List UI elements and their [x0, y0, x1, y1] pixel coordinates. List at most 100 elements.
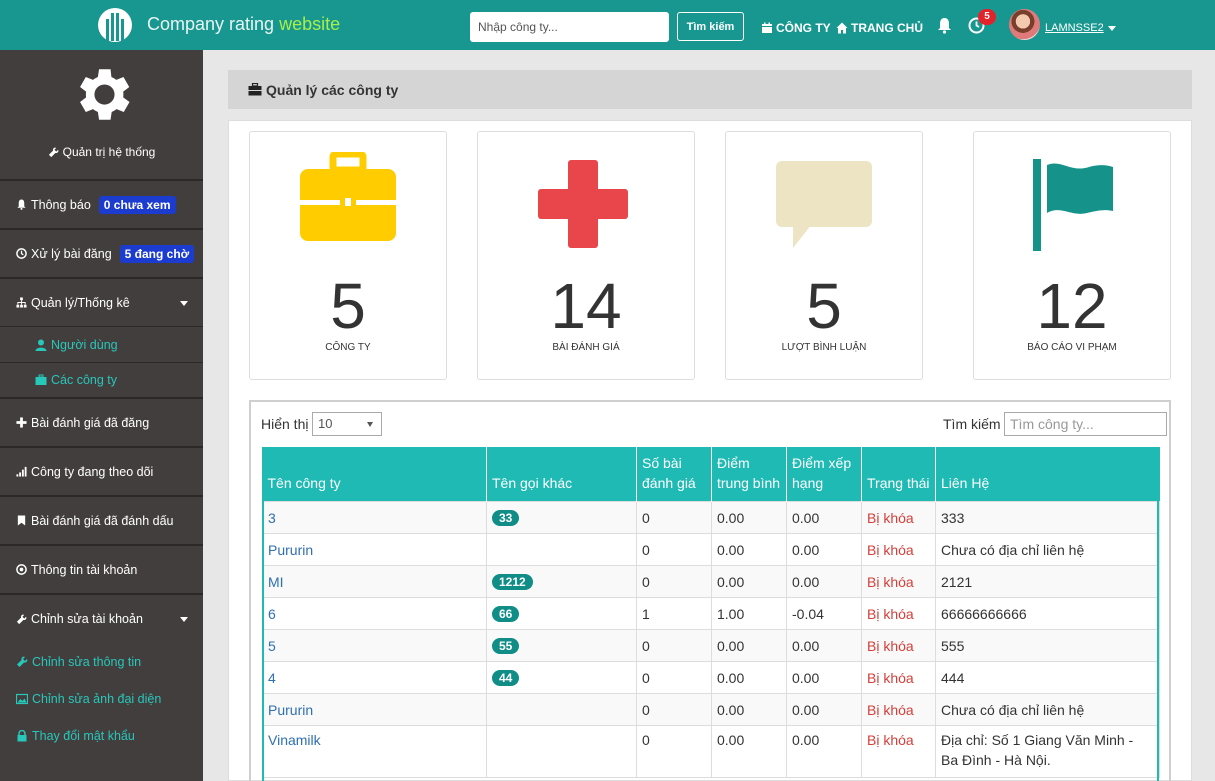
contact-cell: 555: [935, 629, 1160, 662]
brand-title-accent: website: [279, 14, 341, 34]
contact-cell: 444: [935, 661, 1160, 694]
company-name-link[interactable]: Vinamilk: [268, 732, 321, 748]
nav-home-link[interactable]: TRANG CHỦ: [836, 21, 923, 35]
company-name-link[interactable]: Pururin: [268, 541, 314, 558]
column-header-rank[interactable]: Điểm xếp hạng: [786, 447, 862, 502]
admin-label: Quản trị hệ thống: [62, 145, 156, 159]
company-name-link[interactable]: 5: [268, 637, 276, 654]
alias-badge: 55: [492, 638, 520, 654]
review-count: 0: [636, 725, 712, 778]
sidebar-item-posts[interactable]: Xử lý bài đăng 5 đang chờ: [0, 230, 203, 279]
bell-icon[interactable]: [936, 17, 953, 34]
sidebar-item-account-info[interactable]: Thông tin tài khoản: [0, 546, 203, 595]
admin-link[interactable]: Quản trị hệ thống: [0, 145, 203, 159]
username-link[interactable]: LAMNSSE2: [1045, 22, 1104, 34]
sidebar-item-edit-account[interactable]: Chỉnh sửa tài khoản: [0, 595, 203, 643]
info-circle-icon: [16, 564, 27, 575]
sidebar-item-following[interactable]: Công ty đang theo dõi: [0, 448, 203, 497]
review-count: 0: [636, 501, 712, 534]
companies-table: Tên công ty Tên gọi khác Số bài đánh giá…: [262, 447, 1160, 778]
briefcase-icon: [35, 374, 47, 385]
company-name-link[interactable]: 4: [268, 669, 276, 686]
alias-cell: [486, 725, 637, 778]
page-title: Quản lý các công ty: [266, 81, 399, 98]
status-badge[interactable]: Bị khóa: [867, 732, 914, 748]
sidebar-subitem-companies[interactable]: Các công ty: [0, 363, 203, 399]
sidebar-item-posted-reviews[interactable]: Bài đánh giá đã đăng: [0, 399, 203, 448]
user-icon: [35, 339, 47, 351]
average-score: 0.00: [711, 501, 787, 534]
status-badge[interactable]: Bị khóa: [867, 701, 914, 718]
rank-score: -0.04: [786, 597, 862, 630]
status-badge[interactable]: Bị khóa: [867, 637, 914, 654]
contact-cell: Địa chỉ: Số 1 Giang Văn Minh - Ba Đình -…: [935, 725, 1160, 778]
stat-value: 5: [330, 270, 366, 342]
table-row: 6 66 1 1.00 -0.04 Bị khóa 66666666666: [262, 597, 1160, 630]
flag-icon: [1033, 159, 1113, 251]
clock-icon[interactable]: [968, 17, 985, 34]
stat-card-companies: 5 CÔNG TY: [249, 131, 447, 380]
rank-score: 0.00: [786, 533, 862, 566]
column-header-reviews[interactable]: Số bài đánh giá: [636, 447, 712, 502]
chevron-down-icon: [180, 617, 188, 622]
sidebar-subitem-edit-info[interactable]: Chỉnh sửa thông tin: [0, 643, 203, 680]
status-badge[interactable]: Bị khóa: [867, 573, 914, 590]
table-row: Pururin 0 0.00 0.00 Bị khóa Chưa có địa …: [262, 693, 1160, 726]
average-score: 0.00: [711, 725, 787, 778]
stat-label: CÔNG TY: [325, 342, 371, 353]
average-score: 0.00: [711, 533, 787, 566]
column-header-alias[interactable]: Tên gọi khác: [486, 447, 637, 502]
wrench-icon: [16, 614, 27, 624]
chevron-down-icon[interactable]: [1108, 26, 1116, 31]
table-header-row: Tên công ty Tên gọi khác Số bài đánh giá…: [262, 447, 1160, 502]
status-badge[interactable]: Bị khóa: [867, 509, 914, 526]
bell-icon: [17, 199, 26, 210]
wrench-icon: [48, 147, 58, 157]
status-badge[interactable]: Bị khóa: [867, 605, 914, 622]
table-border-right: [1157, 447, 1159, 781]
rank-score: 0.00: [786, 629, 862, 662]
building-logo-icon[interactable]: [97, 7, 133, 43]
status-badge[interactable]: Bị khóa: [867, 541, 914, 558]
sidebar-item-manage[interactable]: Quản lý/Thống kê: [0, 279, 203, 327]
average-score: 0.00: [711, 565, 787, 598]
page-size-select[interactable]: 10: [312, 412, 382, 436]
column-header-contact[interactable]: Liên Hệ: [935, 447, 1160, 502]
company-name-link[interactable]: 6: [268, 605, 276, 622]
column-header-status[interactable]: Trạng thái: [861, 447, 936, 502]
company-name-link[interactable]: 3: [268, 509, 276, 526]
signal-icon: [16, 466, 27, 477]
clock-icon: [16, 248, 27, 259]
nav-company-label: CÔNG TY: [776, 21, 831, 35]
nav-company-link[interactable]: CÔNG TY: [761, 21, 831, 35]
sidebar-subitem-change-password[interactable]: Thay đổi mật khẩu: [0, 717, 203, 754]
contact-cell: Chưa có địa chỉ liên hệ: [935, 533, 1160, 566]
filter-label: Tìm kiếm: [943, 416, 1001, 432]
column-header-name[interactable]: Tên công ty: [262, 447, 487, 502]
brand-title[interactable]: Company rating website: [147, 14, 340, 35]
table-filter-input[interactable]: [1004, 412, 1167, 436]
sidebar-subitem-edit-avatar[interactable]: Chỉnh sửa ảnh đại diện: [0, 680, 203, 717]
company-search-input[interactable]: [470, 12, 669, 42]
sidebar-subitem-users[interactable]: Người dùng: [0, 327, 203, 363]
bookmark-icon: [17, 515, 26, 526]
avatar[interactable]: [1009, 9, 1040, 40]
sidebar-item-notifications[interactable]: Thông báo 0 chưa xem: [0, 181, 203, 230]
calendar-icon: [762, 22, 772, 33]
page-size-label: Hiển thị: [261, 416, 309, 432]
average-score: 1.00: [711, 597, 787, 630]
review-count: 0: [636, 565, 712, 598]
stat-value: 5: [806, 270, 842, 342]
sidebar-item-label: Bài đánh giá đã đánh dấu: [31, 513, 174, 528]
sidebar-item-bookmarked[interactable]: Bài đánh giá đã đánh dấu: [0, 497, 203, 546]
company-name-link[interactable]: MI: [268, 573, 284, 590]
table-row: MI 1212 0 0.00 0.00 Bị khóa 2121: [262, 565, 1160, 598]
status-badge[interactable]: Bị khóa: [867, 669, 914, 686]
alias-badge: 1212: [492, 574, 533, 590]
alias-badge: 66: [492, 606, 520, 622]
column-header-average[interactable]: Điểm trung bình: [711, 447, 787, 502]
average-score: 0.00: [711, 661, 787, 694]
search-button[interactable]: Tìm kiếm: [677, 12, 744, 41]
stat-card-comments: 5 LƯỢT BÌNH LUẬN: [725, 131, 923, 380]
company-name-link[interactable]: Pururin: [268, 701, 314, 718]
